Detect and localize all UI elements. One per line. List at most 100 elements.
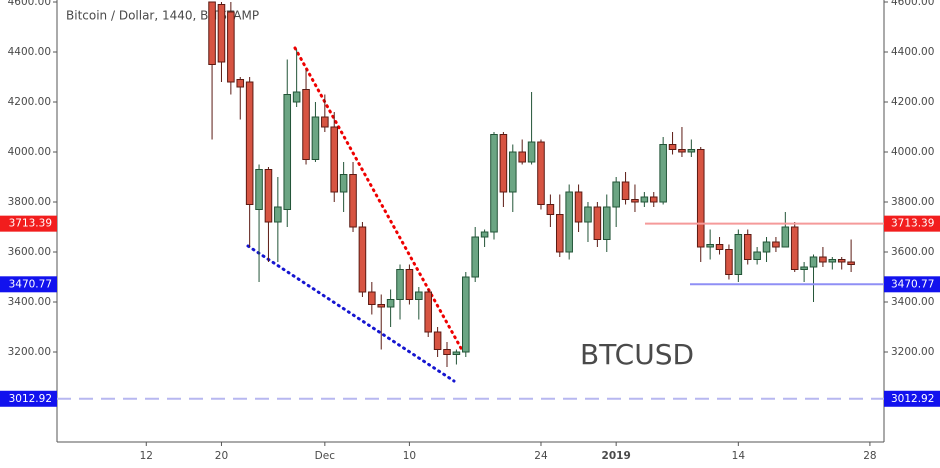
candle-body	[696, 149, 705, 248]
candle-body	[433, 331, 442, 350]
candle-body	[405, 269, 414, 300]
candle-body	[734, 234, 743, 275]
y-tick-label: 3800.00	[8, 196, 51, 208]
candle-body	[368, 291, 376, 305]
candle-body	[687, 149, 696, 153]
y-tick-label: 4600.00	[8, 0, 51, 8]
candle-body	[659, 144, 667, 203]
candle-body	[715, 244, 724, 250]
candle-body	[471, 236, 479, 278]
x-tick-label: 10	[403, 450, 416, 462]
y-tick-label: 3600.00	[891, 246, 934, 258]
candle-body	[292, 91, 301, 103]
level-label: 3470.77	[891, 278, 934, 290]
trendline	[246, 244, 456, 383]
level-label-box	[0, 390, 57, 407]
candle-body	[339, 174, 348, 193]
y-tick-label: 4000.00	[8, 146, 51, 158]
x-tick-label: 14	[732, 450, 746, 462]
candle-body	[753, 251, 761, 260]
candle-body	[283, 94, 292, 210]
candle-body	[772, 241, 780, 248]
candle-body	[649, 196, 658, 203]
x-tick-label: 24	[534, 450, 548, 462]
candle-body	[612, 181, 620, 208]
y-tick-label: 3400.00	[891, 296, 934, 308]
candle-body	[349, 174, 357, 228]
candle-body	[800, 266, 808, 270]
candle-body	[208, 1, 216, 65]
candle-body	[255, 169, 263, 210]
candle-body	[415, 291, 423, 300]
candle-body	[537, 141, 545, 205]
candle-body	[509, 151, 517, 193]
x-tick-label: 2019	[602, 450, 631, 462]
candle-body	[245, 81, 254, 205]
candle-body	[555, 214, 564, 253]
candle-body	[706, 244, 714, 248]
candle-body	[227, 11, 235, 83]
candle-body	[311, 116, 320, 160]
candle-body	[640, 196, 649, 203]
candle-body	[678, 149, 686, 153]
y-tick-label: 4200.00	[891, 96, 934, 108]
candle-body	[631, 199, 639, 203]
y-tick-label: 3200.00	[8, 346, 51, 358]
candle-body	[274, 206, 282, 223]
level-label-box	[884, 276, 940, 293]
candle-body	[602, 206, 611, 240]
candle-body	[847, 261, 855, 265]
candle-body	[302, 89, 310, 160]
candle-body	[565, 191, 573, 253]
candle-body	[358, 226, 367, 293]
y-tick-label: 4600.00	[891, 0, 934, 8]
candle-body	[584, 206, 592, 223]
y-tick-label: 3800.00	[891, 196, 934, 208]
candle-body	[377, 304, 386, 308]
candle-body	[396, 269, 404, 300]
y-tick-label: 3600.00	[8, 246, 51, 258]
y-tick-label: 4400.00	[891, 46, 934, 58]
candle-body	[443, 349, 451, 355]
candle-body	[790, 226, 799, 270]
annotation: BTCUSD	[580, 338, 694, 371]
level-label-box	[0, 215, 57, 232]
candle-body	[574, 191, 583, 223]
y-tick-label: 4000.00	[891, 146, 934, 158]
candle-body	[725, 249, 733, 275]
level-label-box	[884, 390, 940, 407]
level-label: 3470.77	[9, 278, 52, 290]
candle-body	[809, 256, 818, 268]
level-label-box	[0, 276, 57, 293]
level-label: 3012.92	[9, 393, 52, 405]
y-tick-label: 3200.00	[891, 346, 934, 358]
candle-body	[236, 79, 245, 88]
y-tick-label: 4400.00	[8, 46, 51, 58]
candle-body	[386, 299, 395, 308]
level-label: 3713.39	[9, 218, 52, 230]
candle-body	[321, 116, 329, 128]
candle-body	[762, 241, 771, 253]
candle-body	[819, 256, 827, 263]
x-tick-label: 28	[863, 450, 876, 462]
candle-body	[490, 134, 498, 233]
candle-body	[621, 181, 630, 200]
level-label: 3012.92	[891, 393, 934, 405]
candle-body	[781, 226, 790, 248]
candle-body	[593, 206, 602, 240]
candle-body	[452, 351, 461, 355]
x-tick-label: 20	[215, 450, 228, 462]
y-tick-label: 3400.00	[8, 296, 51, 308]
trendline	[293, 46, 464, 352]
candle-body	[499, 134, 508, 193]
candle-body	[546, 204, 555, 215]
candle-body	[668, 144, 677, 150]
candle-body	[462, 276, 470, 353]
level-label-box	[884, 215, 940, 232]
candle-body	[264, 169, 273, 223]
x-tick-label: Dec	[315, 450, 336, 462]
candle-body	[424, 291, 432, 333]
level-label: 3713.39	[891, 218, 934, 230]
